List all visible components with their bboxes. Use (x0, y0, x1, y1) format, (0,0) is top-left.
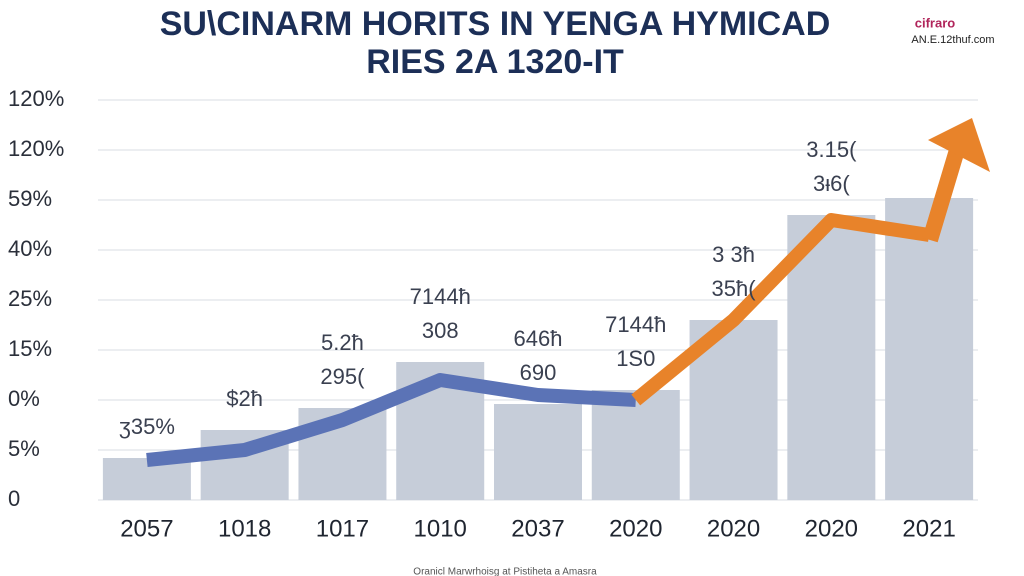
chart-title: SU\CINARM HORITS IN YENGA HYMICAD (160, 5, 831, 43)
y-tick-label: 25% (8, 286, 52, 311)
bar-label: 308 (422, 318, 459, 343)
logo: cifraro (915, 15, 956, 30)
y-tick-label: 0 (8, 486, 20, 511)
trend-line (146, 373, 637, 467)
bar (591, 390, 680, 500)
bar-label: 3.15( (806, 137, 857, 162)
x-tick-label: 2020 (609, 515, 662, 542)
logo-url: AN.E.12thuf.com (911, 34, 994, 46)
chart-subtitle: RIES 2A 1320-IT (366, 43, 624, 81)
bar (102, 458, 191, 500)
bar-label: 646ħ (514, 326, 563, 351)
bars (102, 198, 974, 500)
y-tick-label: 0% (8, 386, 40, 411)
x-tick-label: 2020 (805, 515, 858, 542)
bar-label: 7144ħ (605, 312, 666, 337)
bar-label: 5.2ħ (321, 330, 364, 355)
bar-label: 35ħ( (712, 276, 757, 301)
y-tick-label: 5% (8, 436, 40, 461)
x-tick-label: 2037 (511, 515, 564, 542)
labels: 0 5% 0% 15% 25% 40% 59% 120% 120% 2057 1018 1017 101… (8, 86, 956, 543)
y-tick-label: 15% (8, 336, 52, 361)
x-tick-label: 2057 (120, 515, 173, 542)
y-tick-label: 120% (8, 86, 64, 111)
bar-label: ʒ35% (119, 414, 175, 439)
x-tick-label: 2020 (707, 515, 760, 542)
lines (146, 213, 931, 467)
bar (885, 198, 974, 500)
y-tick-label: 40% (8, 236, 52, 261)
trend-line (631, 213, 931, 406)
bar-label: 3 3ħ (712, 242, 755, 267)
arrow-shaft (922, 137, 968, 243)
bar-label: 3ᵻ6( (813, 171, 850, 196)
arrow-head (928, 118, 990, 172)
x-tick-label: 1010 (414, 515, 467, 542)
bar (787, 215, 876, 500)
y-tick-label: 59% (8, 186, 52, 211)
x-tick-label: 2021 (902, 515, 955, 542)
bar-label: 7144ħ (410, 284, 471, 309)
bar-label: 1S0 (616, 346, 655, 371)
x-tick-label: 1017 (316, 515, 369, 542)
y-tick-label: 120% (8, 136, 64, 161)
x-tick-label: 1018 (218, 515, 271, 542)
bar (494, 404, 582, 500)
bar-label: 690 (520, 360, 557, 385)
footer: Oranicl Marwrhoisg at Pistiheta a Amasra (413, 567, 597, 576)
bar-label: $2ħ (226, 386, 263, 411)
bar-label: 295( (320, 364, 365, 389)
